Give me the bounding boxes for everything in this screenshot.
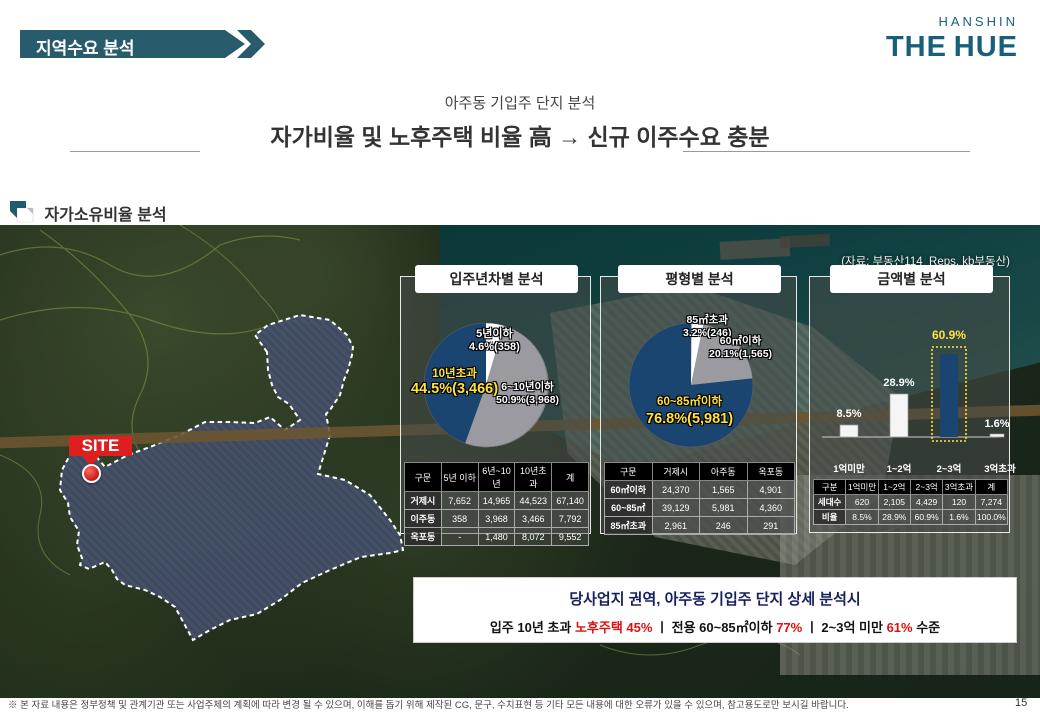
svg-text:60.9%: 60.9%: [932, 328, 966, 342]
svg-text:28.9%: 28.9%: [883, 377, 914, 389]
svg-text:1.6%: 1.6%: [984, 418, 1009, 430]
svg-text:8.5%: 8.5%: [836, 408, 861, 420]
